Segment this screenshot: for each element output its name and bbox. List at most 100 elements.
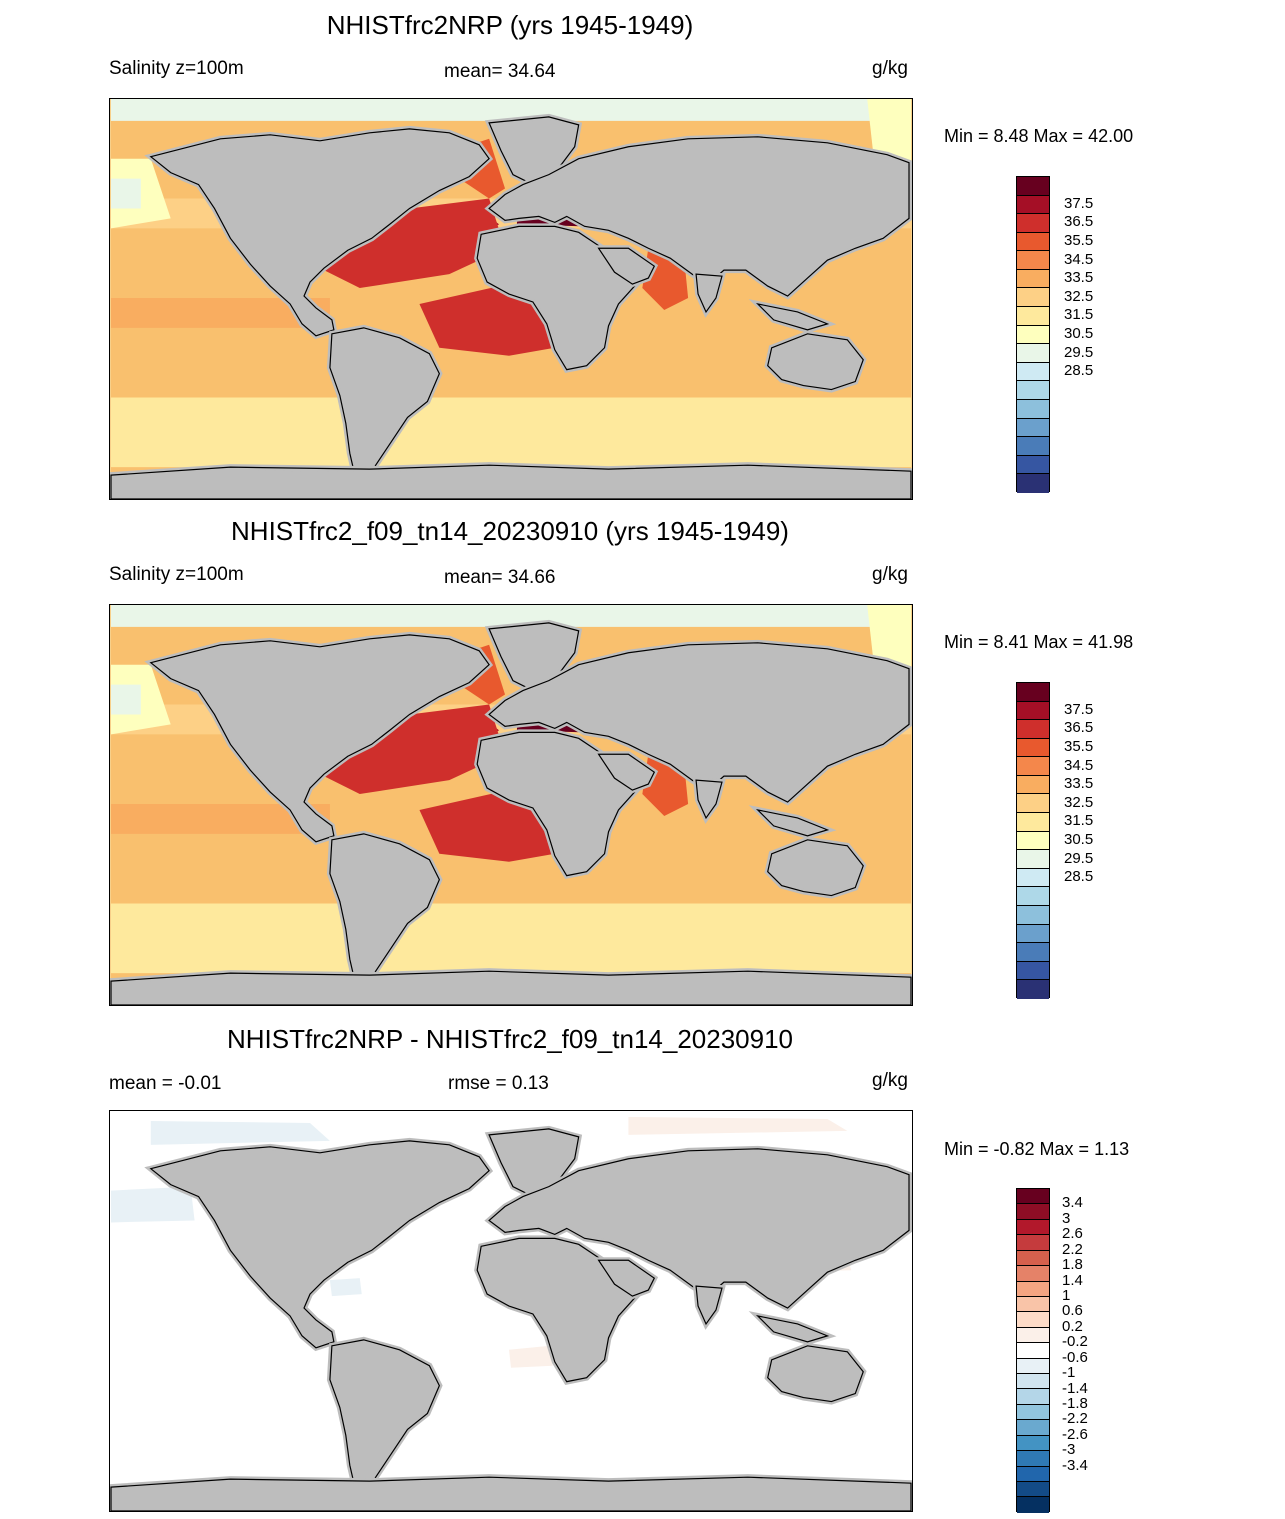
salinity-contour <box>111 804 330 834</box>
colorbar-swatch <box>1017 1466 1049 1483</box>
colorbar-swatch <box>1017 757 1049 776</box>
coastline <box>329 833 441 988</box>
colorbar-swatch <box>1017 214 1049 233</box>
salinity-contour <box>509 1345 553 1368</box>
colorbar-swatch <box>1017 1374 1049 1390</box>
colorbar-label: 29.5 <box>1064 849 1094 867</box>
colorbar-swatch <box>1017 1358 1049 1375</box>
colorbar-swatch <box>1017 961 1049 981</box>
colorbar-swatch <box>1017 195 1049 215</box>
colorbar-swatch <box>1017 905 1049 925</box>
colorbar-swatch <box>1017 232 1049 252</box>
panel-2-map-graphic <box>110 605 912 1005</box>
colorbar-swatch <box>1017 813 1049 832</box>
colorbar-swatch <box>1017 1312 1049 1328</box>
colorbar-swatch <box>1017 437 1049 456</box>
colorbar-swatch <box>1017 455 1049 475</box>
colorbar-label: -1.4 <box>1062 1379 1088 1397</box>
colorbar-label: 28.5 <box>1064 362 1094 380</box>
colorbar-label: 3 <box>1062 1209 1071 1227</box>
panel-3-map <box>109 1110 913 1512</box>
colorbar-label: 37.5 <box>1064 194 1094 212</box>
salinity-contour <box>419 792 555 862</box>
ocean-band <box>111 605 911 627</box>
coastline <box>767 1345 864 1403</box>
colorbar-swatch <box>1017 1389 1049 1405</box>
colorbar-swatch <box>1017 1250 1049 1267</box>
panel-1-map <box>109 98 913 500</box>
colorbar-label: 1.4 <box>1062 1271 1083 1289</box>
colorbar-label: 30.5 <box>1064 325 1094 342</box>
colorbar-label: 35.5 <box>1064 232 1094 250</box>
colorbar-label: 34.5 <box>1064 250 1094 268</box>
colorbar-label: 31.5 <box>1064 306 1094 324</box>
colorbar-swatch <box>1017 1343 1049 1359</box>
coastline <box>329 1339 441 1494</box>
colorbar-swatch <box>1017 288 1049 308</box>
salinity-contour <box>628 1116 848 1135</box>
colorbar-swatch <box>1017 943 1049 962</box>
coastline <box>110 970 912 1005</box>
coastline <box>695 1285 723 1326</box>
colorbar-swatch <box>1017 307 1049 326</box>
panel-2-title: NHISTfrc2_f09_tn14_20230910 (yrs 1945-19… <box>231 516 789 546</box>
colorbar-swatch <box>1017 738 1049 758</box>
coastline <box>149 128 490 337</box>
colorbar-label: -2.6 <box>1062 1425 1088 1443</box>
colorbar-label: 2.2 <box>1062 1240 1083 1258</box>
colorbar-swatch <box>1017 1497 1049 1513</box>
colorbar-label: 36.5 <box>1064 719 1094 737</box>
panel-2-field-label: Salinity z=100m <box>109 564 244 585</box>
colorbar-swatch <box>1017 1281 1049 1297</box>
colorbar-label: -3.4 <box>1062 1456 1088 1474</box>
colorbar-label: 32.5 <box>1064 793 1094 811</box>
coastline <box>755 809 830 837</box>
colorbar-swatch <box>1017 344 1049 363</box>
colorbar-swatch <box>1017 1235 1049 1251</box>
colorbar-label: 33.5 <box>1064 269 1094 287</box>
colorbar-label: -1 <box>1062 1364 1076 1382</box>
panel-1-mean: mean= 34.64 <box>444 61 556 82</box>
colorbar-swatch <box>1017 850 1049 869</box>
colorbar-swatch <box>1017 887 1049 906</box>
colorbar-label: -0.2 <box>1062 1333 1088 1351</box>
colorbar-label: 31.5 <box>1064 812 1094 830</box>
colorbar-label: 32.5 <box>1064 287 1094 305</box>
colorbar-swatch <box>1017 775 1049 795</box>
colorbar-swatch <box>1017 418 1049 438</box>
panel-3-map-graphic <box>110 1111 912 1511</box>
panel-3-mean: mean = -0.01 <box>109 1073 222 1094</box>
salinity-contour <box>111 1186 195 1223</box>
colorbar-label: 35.5 <box>1064 738 1094 756</box>
coastline <box>149 1140 490 1349</box>
colorbar-swatch <box>1017 1435 1049 1452</box>
panel-2-units: g/kg <box>872 564 908 585</box>
coastline <box>149 634 490 843</box>
coastline <box>329 327 441 482</box>
colorbar-swatch <box>1017 1404 1049 1421</box>
panel-2-min-max: Min = 8.41 Max = 41.98 <box>944 632 1134 652</box>
colorbar-label: 33.5 <box>1064 775 1094 793</box>
colorbar-boxes <box>1016 1188 1050 1513</box>
colorbar-swatch <box>1017 1266 1049 1282</box>
panel-3-rmse: rmse = 0.13 <box>448 1073 549 1094</box>
colorbar-swatch <box>1017 1296 1049 1313</box>
panel-3-min-max: Min = -0.82 Max = 1.13 <box>944 1139 1130 1159</box>
colorbar-label: 0.6 <box>1062 1302 1083 1320</box>
panel-3-title: NHISTfrc2NRP - NHISTfrc2_f09_tn14_202309… <box>226 1024 794 1054</box>
panel-1-title: NHISTfrc2NRP (yrs 1945-1949) <box>326 10 694 40</box>
colorbar-swatch <box>1017 1204 1049 1220</box>
colorbar-label: 29.5 <box>1064 343 1094 361</box>
colorbar-label: -2.2 <box>1062 1410 1088 1428</box>
panel-1-min-max: Min = 8.48 Max = 42.00 <box>944 126 1134 146</box>
colorbar-swatch <box>1017 1219 1049 1236</box>
land-mask <box>110 462 912 499</box>
colorbar-label: 28.5 <box>1064 868 1094 886</box>
colorbar-swatch <box>1017 1189 1049 1205</box>
colorbar-swatch <box>1017 251 1049 270</box>
colorbar-swatch <box>1017 1420 1049 1436</box>
coastline <box>110 1476 912 1511</box>
salinity-contour <box>111 684 141 715</box>
panel-3-units: g/kg <box>872 1070 908 1091</box>
panel-1-units: g/kg <box>872 58 908 79</box>
